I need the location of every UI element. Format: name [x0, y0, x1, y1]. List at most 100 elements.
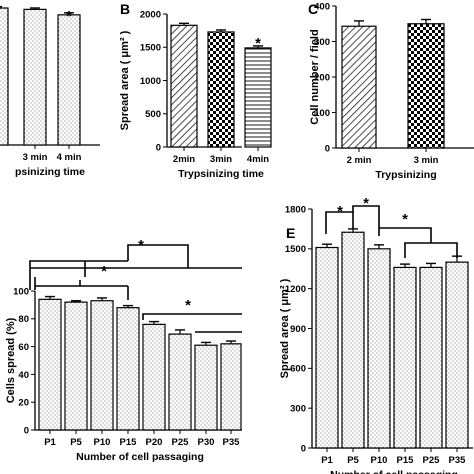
y-tick-label: 100: [314, 108, 330, 119]
bar: [170, 24, 198, 148]
bar: [315, 246, 339, 449]
panel-a: 3 min 4 min psinizing time: [0, 5, 100, 178]
x-tick-label: 2min: [173, 154, 195, 165]
x-tick-label: 3 min: [23, 152, 48, 163]
y-tick-label: 1500: [140, 43, 161, 54]
x-tick-label: 4min: [247, 154, 269, 165]
x-tick-label: P20: [146, 437, 163, 448]
significance-star: *: [402, 211, 408, 228]
bar: [207, 31, 235, 148]
significance-star: *: [255, 35, 261, 52]
y-tick-label: 60: [18, 342, 29, 353]
y-axis-label: Spread area ( μm² ): [279, 278, 291, 378]
significance-star: *: [337, 203, 343, 220]
significance-bracket: [352, 205, 380, 236]
x-tick-label: P35: [449, 455, 467, 466]
y-tick-label: 2000: [140, 9, 161, 20]
significance-bracket: [127, 244, 189, 268]
bar: [142, 323, 166, 431]
bar: [419, 266, 443, 449]
significance-bracket: [325, 211, 354, 234]
y-tick-label: 200: [314, 72, 330, 83]
panel-label: E: [286, 225, 295, 241]
bar: [220, 343, 242, 431]
x-tick-label: 4 min: [57, 152, 82, 163]
y-tick-label: 1000: [140, 76, 161, 87]
bar: [393, 266, 417, 449]
x-axis-label: psinizing time: [15, 166, 85, 178]
x-axis-label: Trypsinizing time: [178, 168, 264, 180]
bar: [64, 301, 88, 431]
x-tick-label: P10: [371, 455, 388, 466]
y-axis-label: Cells spread (%): [5, 317, 17, 403]
significance-bracket: [34, 277, 129, 300]
significance-star: *: [138, 237, 144, 254]
y-tick-label: 100: [13, 286, 29, 297]
bar: [407, 23, 445, 149]
panel-label: B: [120, 1, 130, 17]
y-axis-label: Spread area ( μm² ): [119, 30, 131, 130]
bar: [0, 7, 9, 146]
y-tick-label: 300: [314, 37, 330, 48]
bar: [445, 261, 469, 449]
x-tick-label: P35: [223, 437, 241, 448]
x-tick-label: P30: [198, 437, 215, 448]
bar: [341, 25, 377, 149]
bar: [90, 300, 114, 431]
y-tick-label: 80: [18, 314, 29, 325]
bar: [57, 14, 81, 146]
y-tick-label: 900: [290, 324, 306, 335]
panel-label: C: [308, 1, 318, 17]
x-tick-label: P10: [94, 437, 111, 448]
x-tick-label: P5: [70, 437, 82, 448]
x-tick-label: P5: [347, 455, 359, 466]
x-axis-label: Trypsinizing: [375, 169, 436, 181]
significance-bracket: [142, 313, 242, 333]
significance-bracket: [379, 227, 458, 258]
x-tick-label: 3min: [210, 154, 232, 165]
significance-star: *: [101, 263, 107, 280]
y-tick-label: 1500: [285, 244, 306, 255]
bar: [38, 298, 62, 431]
bar: [341, 231, 365, 449]
x-tick-label: P1: [44, 437, 56, 448]
panel-e: 0 300 600 900 1200 1500 1800 P1 P5 P10 P15 P25 P35 Nu…: [279, 204, 473, 474]
y-tick-label: 300: [290, 404, 306, 415]
panel-c: 0 100 200 300 400 2 min 3 min Trypsinizing Cell …: [308, 1, 474, 181]
y-axis-label: Cell number / field: [309, 29, 321, 124]
x-tick-label: P25: [172, 437, 190, 448]
significance-star: *: [66, 8, 72, 25]
y-tick-label: 1200: [285, 284, 306, 295]
panel-d: 0 20 40 60 80 100 P1 P5 P10 P15 P20 P25 P30 P35 Number…: [5, 286, 242, 463]
y-tick-label: 0: [301, 443, 306, 454]
y-tick-label: 600: [290, 364, 306, 375]
bar: [367, 248, 391, 449]
x-tick-label: P1: [321, 455, 333, 466]
y-tick-label: 1800: [285, 204, 306, 215]
y-tick-label: 0: [156, 142, 161, 153]
y-tick-label: 40: [18, 370, 29, 381]
x-tick-label: P15: [397, 455, 415, 466]
x-axis-label: Number of cell passaging: [330, 469, 458, 474]
bar: [168, 333, 192, 431]
y-tick-label: 0: [325, 143, 330, 154]
x-axis-label: Number of cell passaging: [76, 451, 204, 463]
y-tick-label: 500: [145, 109, 161, 120]
significance-bracket: [29, 260, 242, 290]
y-tick-label: 400: [314, 1, 330, 12]
x-tick-label: P25: [423, 455, 441, 466]
x-tick-label: 2 min: [347, 155, 372, 166]
significance-star: *: [185, 297, 191, 314]
x-tick-label: P15: [120, 437, 138, 448]
y-tick-label: 20: [18, 398, 29, 409]
bar: [244, 47, 272, 148]
panel-b: 0 500 1000 1500 2000 2min 3min 4min Trypsinizing…: [119, 1, 272, 180]
x-tick-label: 3 min: [414, 155, 439, 166]
bar: [116, 307, 140, 431]
bar: [194, 344, 218, 431]
y-tick-label: 0: [24, 425, 29, 436]
significance-star: *: [363, 195, 369, 212]
bar: [23, 8, 47, 146]
